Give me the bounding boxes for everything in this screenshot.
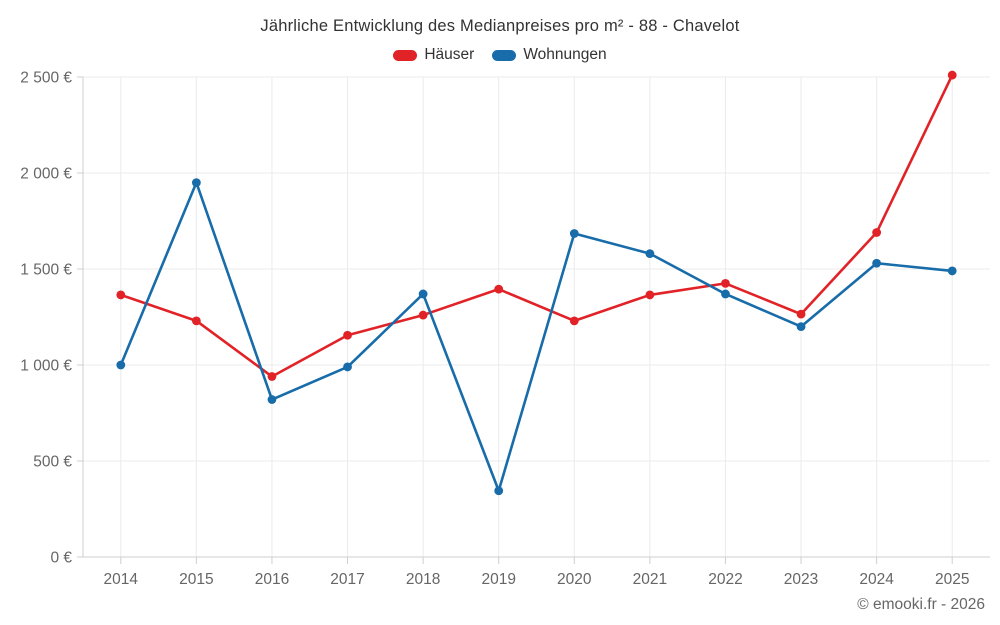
copyright-text: © emooki.fr - 2026 bbox=[857, 596, 985, 613]
x-axis-label: 2017 bbox=[330, 571, 364, 588]
y-axis-label: 2 000 € bbox=[20, 166, 72, 183]
legend-label-haeuser: Häuser bbox=[424, 46, 475, 63]
data-point-wohnungen-2015[interactable] bbox=[191, 178, 201, 188]
x-axis-label: 2018 bbox=[406, 571, 440, 588]
data-point-wohnungen-2022[interactable] bbox=[721, 289, 730, 299]
data-point-haeuser-2014[interactable] bbox=[116, 290, 126, 300]
x-axis-label: 2021 bbox=[633, 571, 667, 588]
data-point-wohnungen-2017[interactable] bbox=[343, 362, 352, 372]
x-axis-label: 2015 bbox=[179, 571, 213, 588]
wohnungen-series-swatch bbox=[492, 49, 517, 61]
legend: Häuser Wohnungen bbox=[0, 46, 1000, 64]
data-point-wohnungen-2025[interactable] bbox=[947, 266, 957, 276]
data-point-haeuser-2020[interactable] bbox=[569, 316, 579, 326]
legend-item-wohnungen[interactable]: Wohnungen bbox=[492, 46, 607, 64]
series-line-haeuser bbox=[119, 73, 954, 378]
data-point-wohnungen-2014[interactable] bbox=[116, 360, 126, 370]
data-point-haeuser-2018[interactable] bbox=[418, 310, 428, 320]
data-point-haeuser-2023[interactable] bbox=[796, 309, 806, 319]
x-axis-label: 2016 bbox=[255, 571, 289, 588]
data-point-wohnungen-2018[interactable] bbox=[418, 289, 428, 299]
data-point-haeuser-2025[interactable] bbox=[947, 70, 957, 80]
x-axis-label: 2019 bbox=[481, 571, 515, 588]
chart-title: Jährliche Entwicklung des Medianpreises … bbox=[260, 17, 740, 35]
x-axis-label: 2020 bbox=[557, 571, 592, 588]
legend-label-wohnungen: Wohnungen bbox=[523, 46, 607, 63]
legend-item-haeuser[interactable]: Häuser bbox=[393, 46, 474, 64]
data-point-haeuser-2016[interactable] bbox=[267, 372, 277, 381]
haeuser-series-swatch bbox=[393, 49, 418, 61]
y-axis-label: 1 000 € bbox=[20, 358, 72, 375]
x-axis-label: 2025 bbox=[935, 571, 969, 588]
x-axis-label: 2014 bbox=[104, 571, 139, 588]
data-point-haeuser-2015[interactable] bbox=[191, 316, 201, 326]
data-point-haeuser-2019[interactable] bbox=[494, 284, 504, 294]
data-point-haeuser-2021[interactable] bbox=[645, 290, 655, 300]
y-axis-label: 1 500 € bbox=[20, 262, 72, 279]
data-point-wohnungen-2024[interactable] bbox=[872, 258, 882, 268]
data-point-wohnungen-2016[interactable] bbox=[267, 395, 277, 404]
data-point-haeuser-2017[interactable] bbox=[343, 330, 352, 340]
data-point-haeuser-2024[interactable] bbox=[872, 228, 882, 237]
y-axis-label: 500 € bbox=[33, 454, 72, 471]
data-point-wohnungen-2021[interactable] bbox=[645, 249, 655, 259]
y-axis-label: 2 500 € bbox=[20, 70, 72, 87]
x-axis-label: 2022 bbox=[708, 571, 742, 588]
y-axis-label: 0 € bbox=[50, 550, 72, 567]
x-axis-label: 2024 bbox=[859, 571, 894, 588]
data-point-haeuser-2022[interactable] bbox=[721, 279, 730, 288]
series-line-wohnungen bbox=[119, 181, 954, 493]
data-point-wohnungen-2023[interactable] bbox=[796, 322, 806, 331]
x-axis-label: 2023 bbox=[784, 571, 818, 588]
data-point-wohnungen-2019[interactable] bbox=[494, 486, 504, 496]
data-point-wohnungen-2020[interactable] bbox=[569, 229, 579, 238]
